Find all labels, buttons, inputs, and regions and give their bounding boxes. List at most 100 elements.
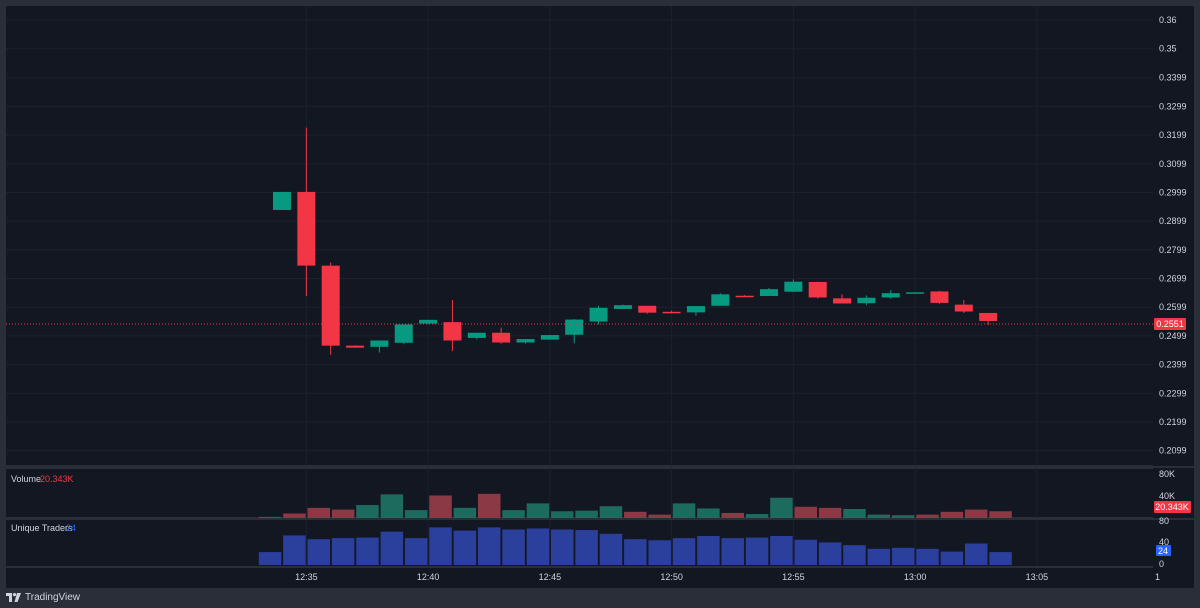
traders-bar	[721, 538, 744, 565]
volume-bar	[745, 514, 769, 518]
time-tick-label: 12:45	[539, 572, 562, 582]
volume-title: Volume	[11, 474, 41, 484]
candle	[443, 300, 462, 352]
traders-bar	[672, 538, 696, 565]
traders-bar	[916, 548, 939, 565]
traders-bar	[770, 535, 793, 565]
price-tick-label: 0.2599	[1159, 302, 1187, 312]
time-axis-right-label: 1	[1155, 572, 1160, 582]
volume-bar	[380, 494, 404, 518]
volume-bar	[526, 503, 550, 518]
volume-bar	[697, 508, 720, 518]
volume-bar	[477, 493, 501, 518]
traders-bar	[891, 547, 915, 565]
candle	[711, 293, 730, 306]
volume-axis-tick: 40K	[1159, 491, 1175, 501]
volume-bar	[283, 513, 306, 518]
candle	[419, 319, 438, 325]
volume-bar	[502, 510, 525, 518]
traders-bar	[307, 539, 331, 565]
candle-body	[906, 292, 925, 294]
last-price-badge	[1154, 318, 1186, 330]
price-tick-label: 0.2799	[1159, 245, 1187, 255]
traders-bar	[404, 538, 428, 565]
volume-bar	[356, 505, 379, 518]
candle	[979, 312, 998, 326]
traders-badge	[1156, 545, 1171, 556]
volume-bars	[258, 493, 1012, 518]
price-tick-label: 0.2399	[1159, 360, 1187, 370]
candle	[565, 318, 584, 344]
traders-bar	[794, 539, 818, 565]
volume-axis-tick: 80K	[1159, 469, 1175, 479]
candle	[930, 290, 949, 304]
candle-body	[760, 289, 778, 297]
candle-body	[613, 305, 632, 309]
traders-bar	[575, 530, 598, 565]
volume-badge-label: 20.343K	[1155, 502, 1189, 512]
volume-bar	[624, 511, 647, 518]
traders-bar	[477, 527, 501, 565]
volume-bar	[891, 515, 915, 518]
time-tick-label: 13:00	[904, 572, 927, 582]
candle	[589, 305, 608, 325]
candle-body	[686, 306, 705, 313]
candle	[638, 305, 657, 314]
price-tick-label: 0.3199	[1159, 130, 1187, 140]
candle-body	[638, 305, 657, 313]
traders-bar	[453, 530, 477, 565]
traders-bar	[551, 529, 574, 565]
candle	[321, 262, 340, 355]
price-pane[interactable]	[6, 6, 1153, 465]
traders-bar	[429, 527, 452, 565]
candle	[735, 295, 754, 298]
traders-bar	[940, 551, 964, 565]
price-tick-label: 0.2699	[1159, 274, 1187, 284]
candle-body	[321, 265, 340, 346]
price-tick-label: 0.2099	[1159, 446, 1187, 456]
time-tick-label: 13:05	[1026, 572, 1049, 582]
price-tick-label: 0.36	[1159, 15, 1177, 25]
traders-bar	[599, 533, 623, 565]
volume-bar	[453, 507, 477, 518]
candles	[273, 127, 998, 355]
candle	[808, 281, 827, 299]
candle	[881, 290, 900, 299]
traders-bar	[380, 531, 404, 565]
candle	[833, 294, 852, 304]
volume-bar	[307, 507, 331, 518]
traders-bar	[843, 545, 866, 565]
candle-body	[443, 322, 462, 341]
candle-body	[419, 319, 438, 324]
candle	[906, 292, 925, 294]
traders-bar	[283, 535, 306, 565]
traders-bar	[526, 528, 550, 565]
volume-bar	[331, 509, 355, 518]
traders-bar	[964, 543, 988, 565]
candle	[613, 304, 632, 309]
tradingview-logo[interactable]: TradingView	[6, 590, 80, 604]
last-price-label: 0.2551	[1156, 319, 1184, 329]
candle-body	[467, 332, 486, 338]
traders-bar	[745, 537, 769, 565]
candle	[784, 279, 803, 293]
volume-bar	[818, 507, 842, 518]
candle	[760, 287, 778, 297]
candle-body	[784, 281, 803, 292]
volume-bar	[916, 514, 939, 518]
candle-body	[346, 345, 365, 348]
traders-bar	[356, 537, 379, 565]
candle-body	[808, 281, 827, 298]
candle	[662, 310, 681, 314]
price-axis[interactable]	[1153, 6, 1194, 568]
grid-lines	[6, 6, 1194, 566]
candle-body	[273, 191, 291, 210]
axis-labels: 0.36 0.35 0.3399 0.3299 0.3199 0.3099 0.2999 0.…	[295, 15, 1186, 582]
volume-pane[interactable]	[6, 469, 1153, 517]
price-tick-label: 0.3099	[1159, 159, 1187, 169]
volume-bar	[672, 503, 696, 518]
volume-bar	[575, 510, 598, 518]
candle-body	[711, 294, 730, 306]
time-axis[interactable]	[6, 568, 1194, 588]
